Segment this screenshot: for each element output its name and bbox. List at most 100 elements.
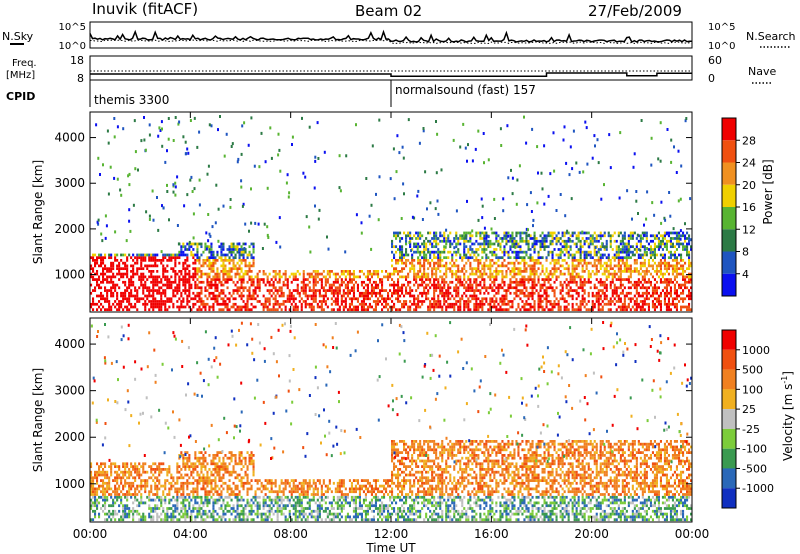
heatmap-cell bbox=[118, 473, 121, 477]
heatmap-cell bbox=[479, 242, 482, 246]
heatmap-cell bbox=[148, 275, 151, 279]
heatmap-cell bbox=[291, 143, 293, 146]
heatmap-cell bbox=[318, 278, 321, 281]
heatmap-cell bbox=[110, 465, 113, 468]
heatmap-cell bbox=[98, 465, 101, 468]
colorbar-swatch bbox=[722, 251, 736, 274]
heatmap-cell bbox=[617, 259, 620, 262]
heatmap-cell bbox=[389, 297, 392, 301]
heatmap-cell bbox=[248, 289, 251, 292]
heatmap-cell bbox=[503, 283, 506, 287]
heatmap-cell bbox=[661, 234, 664, 238]
heatmap-cell bbox=[374, 308, 377, 312]
heatmap-cell bbox=[509, 245, 512, 249]
heatmap-cell bbox=[244, 305, 247, 309]
heatmap-cell bbox=[615, 253, 618, 257]
heatmap-cell bbox=[646, 190, 649, 194]
heatmap-cell bbox=[593, 248, 596, 251]
heatmap-cell bbox=[124, 280, 127, 284]
heatmap-cell bbox=[551, 253, 554, 257]
heatmap-cell bbox=[326, 272, 329, 276]
heatmap-cell bbox=[220, 291, 223, 295]
heatmap-cell bbox=[507, 283, 510, 287]
heatmap-cell bbox=[284, 270, 287, 273]
heatmap-cell bbox=[507, 302, 510, 306]
heatmap-cell bbox=[531, 289, 534, 292]
heatmap-cell bbox=[513, 256, 516, 260]
heatmap-cell bbox=[505, 302, 508, 306]
heatmap-cell bbox=[567, 280, 570, 284]
heatmap-cell bbox=[410, 249, 413, 253]
heatmap-cell bbox=[688, 256, 691, 260]
heatmap-cell bbox=[166, 149, 168, 153]
heatmap-cell bbox=[641, 261, 644, 265]
heatmap-cell bbox=[509, 270, 512, 273]
heatmap-cell bbox=[190, 275, 193, 279]
heatmap-cell bbox=[663, 256, 666, 260]
heatmap-cell bbox=[407, 234, 410, 238]
heatmap-cell bbox=[419, 283, 422, 287]
heatmap-cell bbox=[639, 237, 642, 240]
heatmap-cell bbox=[240, 185, 243, 189]
heatmap-cell bbox=[391, 294, 394, 298]
heatmap-cell bbox=[200, 308, 203, 312]
heatmap-cell bbox=[529, 294, 532, 298]
heatmap-cell bbox=[597, 259, 600, 262]
heatmap-cell bbox=[483, 226, 486, 230]
heatmap-cell bbox=[601, 242, 604, 246]
heatmap-cell bbox=[684, 245, 687, 249]
heatmap-cell bbox=[222, 204, 225, 208]
heatmap-cell bbox=[336, 272, 339, 276]
heatmap-cell bbox=[228, 250, 231, 254]
heatmap-cell bbox=[589, 272, 592, 276]
heatmap-cell bbox=[192, 261, 195, 265]
colorbar-swatch bbox=[722, 207, 736, 230]
heatmap-cell bbox=[128, 283, 131, 287]
heatmap-cell bbox=[254, 297, 257, 301]
heatmap-cell bbox=[419, 291, 422, 295]
heatmap-cell bbox=[545, 291, 548, 295]
heatmap-cell bbox=[523, 270, 526, 273]
heatmap-cell bbox=[439, 283, 442, 287]
heatmap-cell bbox=[563, 245, 566, 249]
heatmap-cell bbox=[507, 261, 510, 265]
heatmap-cell bbox=[527, 242, 530, 246]
heatmap-cell bbox=[655, 291, 658, 295]
heatmap-cell bbox=[505, 291, 508, 295]
heatmap-cell bbox=[611, 300, 614, 303]
heatmap-cell bbox=[130, 264, 133, 268]
heatmap-cell bbox=[316, 305, 319, 309]
heatmap-cell bbox=[609, 261, 612, 265]
heatmap-cell bbox=[134, 272, 137, 276]
heatmap-cell bbox=[100, 297, 103, 301]
heatmap-cell bbox=[393, 286, 396, 290]
heatmap-cell bbox=[198, 256, 201, 260]
heatmap-cell bbox=[579, 302, 582, 306]
heatmap-cell bbox=[116, 294, 119, 298]
heatmap-cell bbox=[581, 294, 584, 298]
heatmap-cell bbox=[405, 237, 408, 240]
heatmap-cell bbox=[668, 191, 671, 194]
heatmap-cell bbox=[344, 297, 347, 301]
heatmap-cell bbox=[427, 272, 430, 276]
heatmap-cell bbox=[393, 283, 396, 287]
heatmap-cell bbox=[635, 190, 638, 193]
heatmap-cell bbox=[531, 286, 534, 290]
heatmap-cell bbox=[156, 468, 159, 471]
heatmap-cell bbox=[513, 261, 516, 265]
heatmap-cell bbox=[172, 190, 175, 194]
heatmap-cell bbox=[158, 302, 161, 306]
heatmap-cell bbox=[340, 302, 343, 306]
heatmap-cell bbox=[519, 239, 522, 243]
heatmap-cell bbox=[248, 250, 251, 254]
heatmap-cell bbox=[228, 308, 231, 312]
heatmap-cell bbox=[194, 261, 197, 265]
heatmap-cell bbox=[461, 259, 464, 262]
heatmap-cell bbox=[152, 294, 155, 298]
heatmap-cell bbox=[140, 493, 143, 496]
heatmap-cell bbox=[276, 280, 279, 284]
heatmap-cell bbox=[112, 291, 115, 295]
heatmap-cell bbox=[248, 278, 251, 281]
heatmap-cell bbox=[114, 512, 117, 516]
heatmap-cell bbox=[237, 157, 240, 161]
